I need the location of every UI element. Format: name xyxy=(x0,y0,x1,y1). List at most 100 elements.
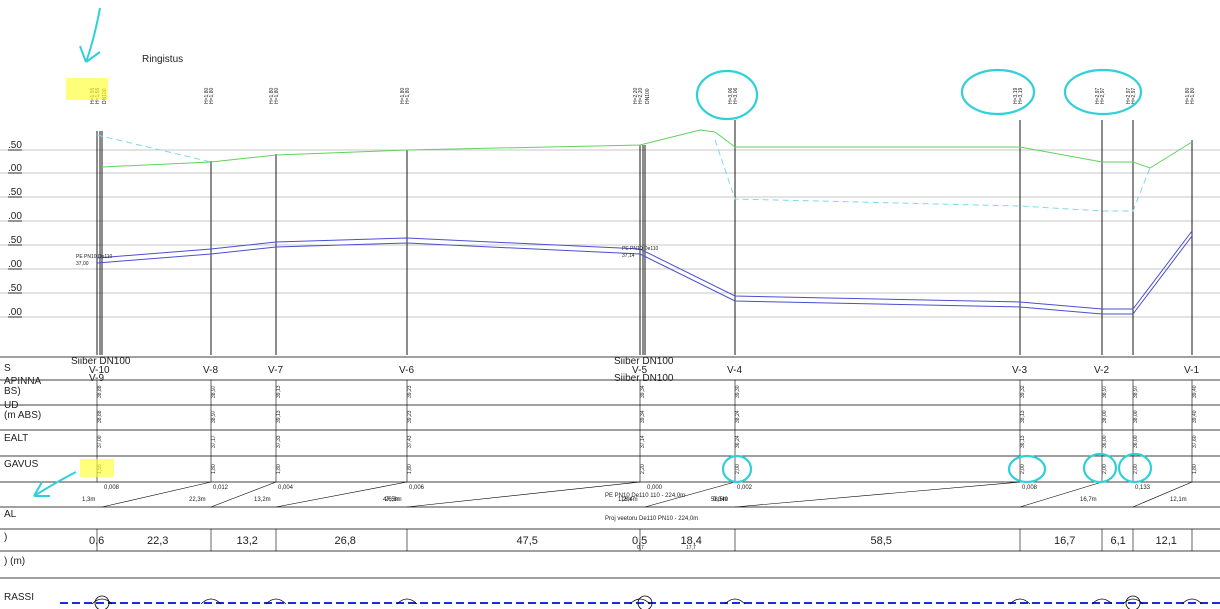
depth-label: H=3,06 xyxy=(733,88,739,104)
table-row-label: ) (m) xyxy=(4,556,25,567)
table-value-sugavus: 1,80 xyxy=(211,464,217,474)
station-subname: Siiber DN100 xyxy=(614,373,674,384)
table-value-pealt: 36,00 xyxy=(1133,435,1139,448)
slope-line xyxy=(1132,481,1193,508)
table-row-label: UD xyxy=(4,400,18,411)
segment-length: 1,2m xyxy=(618,497,631,503)
slope-value: 0,008 xyxy=(1022,485,1038,491)
table-row-label: ) xyxy=(4,532,7,543)
slope-value: 0,000 xyxy=(647,485,663,491)
distance-value: 58,5 xyxy=(871,535,892,547)
hand-annotations xyxy=(33,7,1153,497)
elevation-label: .50 xyxy=(8,283,22,294)
distance-value: 0,7 xyxy=(637,545,644,551)
slope-line xyxy=(734,481,1021,508)
slope-line xyxy=(1019,481,1103,508)
table-value-maapind: 39,34 xyxy=(640,385,646,398)
depth-label: H=2,20 xyxy=(633,88,639,104)
annotation-circle xyxy=(1063,68,1143,116)
annotation-circle xyxy=(960,68,1036,116)
distance-value: 16,7 xyxy=(1054,535,1075,547)
distance-value: 17,7 xyxy=(686,545,696,551)
route-symbol xyxy=(1009,598,1031,605)
depth-label: H=1,80 xyxy=(400,88,406,104)
distance-value: 22,3 xyxy=(147,535,168,547)
table-value-pohi: 38,00 xyxy=(1102,410,1108,423)
depth-label: H=2,20 xyxy=(638,88,644,104)
station-lines xyxy=(96,120,1193,355)
table-value-maapind: 38,97 xyxy=(211,385,217,398)
station-name: V-2 xyxy=(1094,365,1109,376)
depth-label: H=1,80 xyxy=(274,88,280,104)
slope-value: 0,002 xyxy=(737,485,753,491)
annotation-arrow xyxy=(79,7,101,63)
depth-label: H=2,97 xyxy=(1126,88,1132,104)
pipe-annotation: 37,14 xyxy=(622,253,635,259)
slope-line xyxy=(644,481,736,508)
segment-length: 58,5m xyxy=(711,497,728,503)
slope-line xyxy=(406,481,641,508)
table-value-pohi: 38,24 xyxy=(735,410,741,423)
segment-length: 18,4m xyxy=(621,497,638,503)
table-row-label: (m ABS) xyxy=(4,410,41,421)
depth-label: H=3,19 xyxy=(1013,88,1019,104)
table-row-label: EALT xyxy=(4,433,28,444)
distance-value: 0,5 xyxy=(632,535,647,547)
table-value-sugavus: 2,00 xyxy=(735,464,741,474)
elevation-label: .00 xyxy=(8,307,22,318)
station-name: V-6 xyxy=(399,365,414,376)
segment-length: 47,5m xyxy=(383,497,400,503)
table-value-pohi: 38,88 xyxy=(97,410,103,423)
segment-length: 0,049 xyxy=(713,497,729,503)
route-node xyxy=(1125,595,1141,609)
segment-length: 12,1m xyxy=(1170,497,1187,503)
distance-value: 18,4 xyxy=(681,535,702,547)
slope-line xyxy=(210,481,277,508)
elevation-axis-labels: .50 .00 .50 .00 .50 .00 .50 .00 xyxy=(8,140,22,318)
annotation-circle xyxy=(1007,454,1047,484)
route-symbol xyxy=(1122,598,1144,605)
depth-label: H=1,80 xyxy=(405,88,411,104)
table-value-pohi: 38,13 xyxy=(1020,410,1026,423)
elevation-label: .50 xyxy=(8,235,22,246)
elevation-label: .50 xyxy=(8,140,22,151)
slope-value: 0,012 xyxy=(213,485,229,491)
table-value-pealt: 36,24 xyxy=(735,435,741,448)
pipe-annotation: PE PN10 De110 xyxy=(76,254,113,260)
table-value-maapind: 39,13 xyxy=(276,385,282,398)
project-text: Proj veetoru De110 PN10 - 224,0m xyxy=(605,516,698,522)
table-value-pealt: 36,00 xyxy=(1102,435,1108,448)
route-symbol xyxy=(724,598,746,605)
table-value-pealt: 37,60 xyxy=(1192,435,1198,448)
table-value-sugavus: 1,80 xyxy=(276,464,282,474)
pipe-bottom-line xyxy=(96,235,1193,315)
table-value-pealt: 36,13 xyxy=(1020,435,1026,448)
route-symbol xyxy=(1181,598,1203,605)
elevation-label: .50 xyxy=(8,187,22,198)
station-name: V-7 xyxy=(268,365,283,376)
table-value-pohi: 38,97 xyxy=(211,410,217,423)
elevation-label: .00 xyxy=(8,259,22,270)
depth-label: H=1,80 xyxy=(204,88,210,104)
station-name: V-5 xyxy=(632,365,647,376)
slope-line xyxy=(101,481,212,508)
table-value-maapind: 39,23 xyxy=(407,385,413,398)
distance-value: 12,1 xyxy=(1156,535,1177,547)
table-value-pohi: 39,34 xyxy=(640,410,646,423)
station-subname: V-9 xyxy=(89,373,104,384)
route-symbol xyxy=(1091,598,1113,605)
table-value-pohi: 38,00 xyxy=(1133,410,1139,423)
route-node xyxy=(637,595,653,609)
depth-label: H=1,80 xyxy=(1185,88,1191,104)
table-value-maapind: 38,97 xyxy=(1133,385,1139,398)
elevation-label: .00 xyxy=(8,211,22,222)
table-value-maapind: 39,40 xyxy=(1192,385,1198,398)
table-row-label: BS) xyxy=(4,386,21,397)
elevation-label: .00 xyxy=(8,163,22,174)
table-value-pealt: 37,17 xyxy=(211,435,217,448)
table-value-maapind: 38,88 xyxy=(97,385,103,398)
station-note: Siiber DN100 xyxy=(614,356,674,367)
station-name: V-4 xyxy=(727,365,742,376)
